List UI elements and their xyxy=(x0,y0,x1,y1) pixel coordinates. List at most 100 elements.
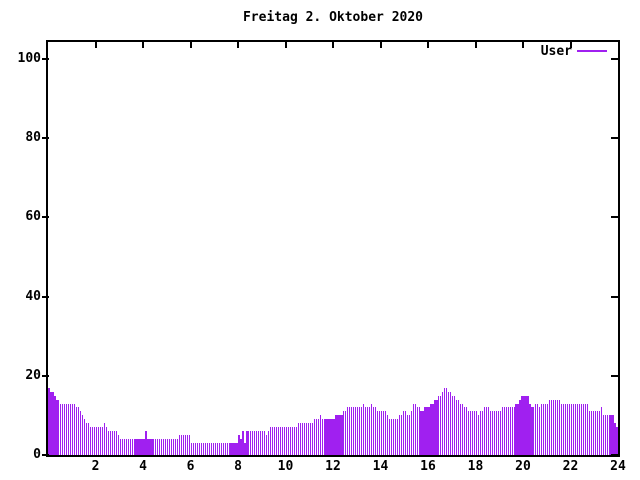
bar xyxy=(450,391,452,455)
bar xyxy=(313,419,315,455)
bar xyxy=(186,435,189,455)
bar xyxy=(612,415,614,455)
bar xyxy=(149,439,151,455)
bar xyxy=(596,411,598,455)
bar xyxy=(598,411,600,455)
bar xyxy=(115,431,117,455)
bar xyxy=(169,439,171,455)
bar xyxy=(420,411,422,455)
y-tick-left xyxy=(42,216,49,219)
bar xyxy=(89,427,92,455)
bar xyxy=(505,407,507,455)
x-tick-label: 2 xyxy=(91,459,100,474)
bar xyxy=(289,427,292,455)
x-tick-top xyxy=(427,42,429,48)
bar xyxy=(471,411,474,455)
x-tick-top xyxy=(237,42,239,48)
bar xyxy=(254,431,256,455)
y-tick-right xyxy=(611,137,618,140)
bar xyxy=(371,403,373,455)
bar xyxy=(343,411,345,455)
bar xyxy=(192,443,195,455)
bar xyxy=(84,419,86,455)
bar xyxy=(218,443,220,455)
bar xyxy=(163,439,165,455)
x-tick-top xyxy=(379,42,382,48)
bar xyxy=(430,403,432,455)
bar xyxy=(590,411,592,455)
bar xyxy=(432,403,434,455)
bar xyxy=(535,403,537,455)
bar xyxy=(519,399,521,455)
bar xyxy=(477,415,480,455)
bar xyxy=(48,387,50,455)
bar xyxy=(539,407,541,455)
bar xyxy=(422,411,424,455)
bar xyxy=(301,423,303,455)
bar xyxy=(230,443,232,455)
bar xyxy=(295,427,297,455)
bar xyxy=(72,403,74,455)
bar xyxy=(87,423,90,455)
x-tick-label: 16 xyxy=(420,459,436,474)
y-tick-label: 20 xyxy=(25,367,41,383)
bar xyxy=(266,435,268,455)
y-tick-left xyxy=(42,295,49,298)
bar xyxy=(479,411,482,455)
bar xyxy=(60,403,62,455)
bar xyxy=(165,439,167,455)
bar xyxy=(434,399,436,455)
bar xyxy=(456,399,458,455)
bar xyxy=(357,407,359,455)
bar xyxy=(547,403,549,455)
bar xyxy=(588,411,590,455)
bar xyxy=(515,403,517,455)
bar xyxy=(93,427,96,455)
bar xyxy=(238,435,240,455)
legend-label-user: User xyxy=(540,44,572,59)
bar xyxy=(222,443,224,455)
bar xyxy=(436,399,438,455)
bar xyxy=(54,395,56,455)
bar xyxy=(559,399,561,455)
bar xyxy=(143,439,145,455)
bar xyxy=(101,427,104,455)
bar xyxy=(406,415,408,455)
plot-border xyxy=(46,40,620,457)
bar xyxy=(412,403,414,455)
bar xyxy=(109,431,111,455)
bar xyxy=(555,399,557,455)
bar xyxy=(333,419,335,455)
bar xyxy=(614,423,616,455)
bar xyxy=(319,415,321,455)
bar xyxy=(483,407,485,455)
bar xyxy=(372,407,375,455)
bar xyxy=(64,403,66,455)
bar xyxy=(557,399,559,455)
bar xyxy=(274,427,276,455)
bar xyxy=(594,411,596,455)
bar xyxy=(446,387,448,455)
bar xyxy=(113,431,115,455)
bar xyxy=(442,391,444,455)
bar xyxy=(95,427,98,455)
bar xyxy=(543,403,545,455)
legend-line-swatch xyxy=(577,50,607,52)
y-tick-left xyxy=(42,454,49,456)
x-tick-top xyxy=(284,42,287,48)
bar xyxy=(224,443,226,455)
bar xyxy=(426,407,428,455)
bar xyxy=(384,411,387,455)
bar xyxy=(602,415,604,455)
bar xyxy=(133,439,135,455)
x-tick-top xyxy=(474,42,477,48)
bar xyxy=(489,411,491,455)
bar xyxy=(327,419,329,455)
bar xyxy=(287,427,290,455)
bar xyxy=(66,403,68,455)
bar xyxy=(129,439,131,455)
bar xyxy=(127,439,129,455)
bar xyxy=(181,435,183,455)
bar xyxy=(159,439,161,455)
bar xyxy=(123,439,125,455)
